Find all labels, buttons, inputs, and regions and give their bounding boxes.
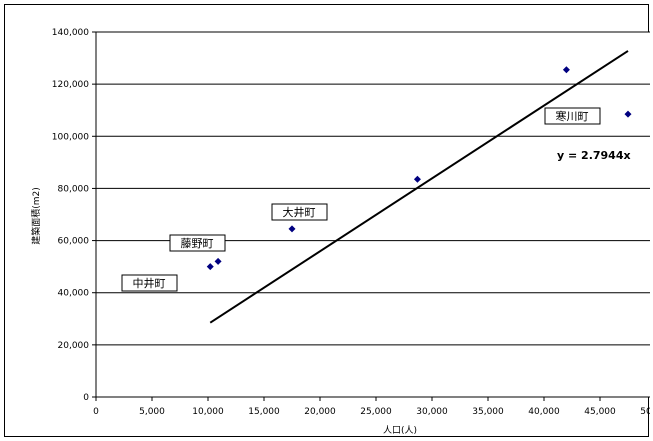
data-point-marker (206, 263, 214, 271)
label-samukawa-machi: 寒川町 (556, 109, 589, 123)
data-point-marker (413, 175, 421, 183)
scatter-chart: 0 20,000 40,000 60,000 80,000 100,000 120,000 1… (30, 28, 650, 436)
label-oi-machi: 大井町 (283, 205, 316, 219)
y-axis-title: 建築面積(m2) (30, 187, 42, 245)
x-axis-ticks: 0 5,000 10,000 15,000 20,000 25,000 30,000 35,0… (93, 397, 650, 417)
y-tick-label: 20,000 (58, 341, 90, 351)
x-axis-title: 人口(人) (383, 425, 417, 436)
x-tick-label: 15,000 (248, 407, 280, 417)
x-tick-label: 10,000 (192, 407, 224, 417)
trendline-equation: y = 2.7944x (557, 149, 631, 162)
x-tick-label: 20,000 (304, 407, 336, 417)
data-point-marker (562, 66, 570, 74)
y-tick-label: 100,000 (52, 132, 89, 142)
chart-area: 0 20,000 40,000 60,000 80,000 100,000 120,000 1… (4, 4, 650, 437)
y-tick-label: 60,000 (58, 237, 90, 247)
label-box-nakai: 中井町 (121, 274, 178, 292)
trendline-group (209, 50, 629, 324)
y-tick-label: 40,000 (58, 289, 90, 299)
data-point-marker (624, 110, 632, 118)
trendline (209, 50, 629, 324)
plot-area (95, 31, 650, 398)
y-tick-label: 140,000 (52, 28, 89, 38)
label-box-oi: 大井町 (271, 203, 328, 221)
data-point-marker (214, 257, 222, 265)
label-box-samukawa: 寒川町 (544, 107, 601, 125)
y-tick-label: 80,000 (58, 184, 90, 194)
x-tick-label: 50,000 (640, 407, 650, 417)
x-tick-label: 35,000 (472, 407, 504, 417)
x-tick-label: 30,000 (416, 407, 448, 417)
x-tick-label: 5,000 (139, 407, 165, 417)
label-box-fujino: 藤野町 (169, 234, 226, 252)
y-tick-label: 0 (83, 393, 89, 403)
y-axis-ticks: 0 20,000 40,000 60,000 80,000 100,000 120,000 1… (52, 28, 96, 403)
x-tick-label: 0 (93, 407, 99, 417)
x-tick-label: 40,000 (528, 407, 560, 417)
x-tick-label: 45,000 (584, 407, 616, 417)
data-points (206, 66, 632, 271)
data-point-marker (288, 225, 296, 233)
label-nakai-machi: 中井町 (133, 276, 166, 290)
y-tick-label: 120,000 (52, 80, 89, 90)
x-tick-label: 25,000 (360, 407, 392, 417)
label-fujino-machi: 藤野町 (181, 237, 214, 250)
